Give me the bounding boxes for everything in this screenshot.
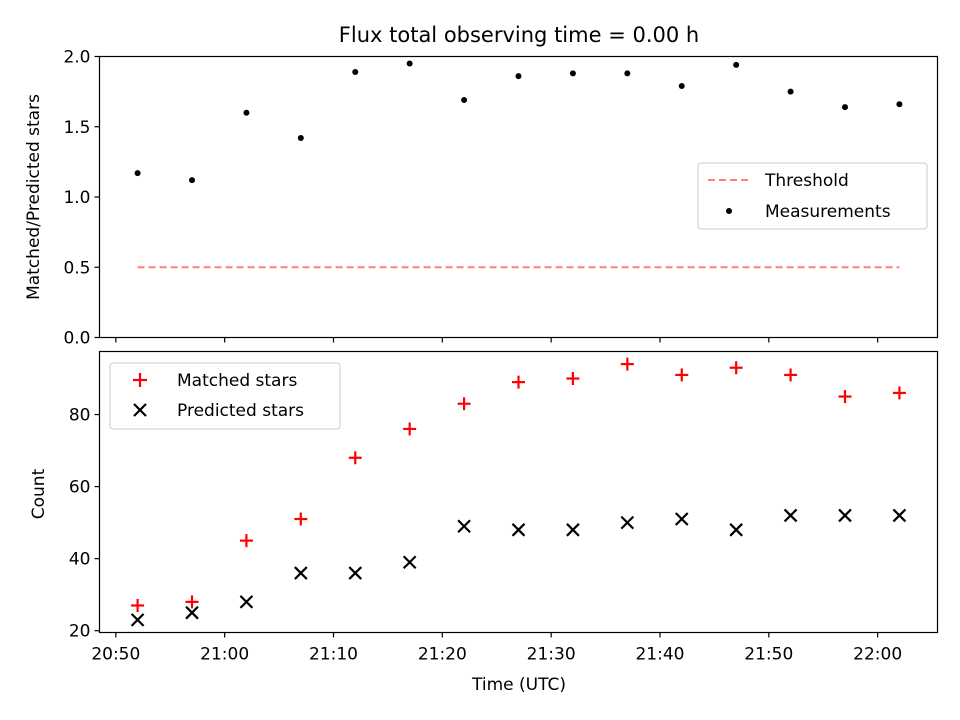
- matched-stars-point: [566, 372, 580, 386]
- x-tick-label: 21:00: [200, 645, 249, 665]
- measurement-point: [406, 60, 413, 67]
- matched-stars-point: [675, 368, 689, 382]
- matched-stars-point: [512, 375, 525, 389]
- matched-stars-legend-label: Matched stars: [177, 371, 297, 391]
- ratio-y-tick-label: 1.5: [63, 118, 90, 138]
- x-tick-label: 21:50: [744, 645, 793, 665]
- x-tick-label: 22:00: [853, 645, 902, 665]
- ratio-plot-area: [134, 60, 903, 269]
- count-legend: Matched stars Predicted stars: [109, 362, 341, 430]
- matched-stars-point: [620, 357, 634, 371]
- measurement-point: [896, 101, 903, 108]
- matched-stars-point: [838, 390, 852, 404]
- matched-stars-point: [348, 451, 362, 465]
- x-tick-label: 20:50: [91, 645, 140, 665]
- ratio-y-tick-label: 1.0: [63, 188, 90, 208]
- matched-stars-point: [239, 534, 253, 548]
- predicted-stars-legend-swatch: [133, 403, 147, 417]
- ratio-y-axis-label: Matched/Predicted stars: [24, 94, 44, 300]
- ratio-panel-frame: [98, 55, 939, 339]
- matched-stars-point: [403, 422, 417, 436]
- x-tick-label: 21:40: [635, 645, 684, 665]
- count-plot-area: [130, 357, 907, 627]
- measurement-point: [243, 109, 250, 116]
- predicted-stars-point: [239, 595, 254, 609]
- measurements-legend-swatch: [726, 208, 732, 214]
- count-panel-frame: [98, 350, 939, 634]
- predicted-stars-point: [620, 515, 635, 530]
- predicted-stars-point: [566, 523, 580, 537]
- measurement-point: [678, 83, 685, 90]
- predicted-stars-point: [783, 508, 798, 523]
- measurement-point: [134, 170, 141, 177]
- predicted-stars-point: [511, 523, 526, 537]
- x-tick-label: 21:20: [418, 645, 467, 665]
- predicted-stars-point: [892, 508, 907, 523]
- predicted-stars-point: [130, 613, 145, 627]
- measurement-point: [624, 70, 631, 77]
- count-y-tick-label: 40: [69, 550, 91, 570]
- matched-stars-point: [729, 361, 743, 375]
- measurement-point: [841, 104, 848, 111]
- measurement-point: [733, 61, 740, 68]
- ratio-legend-box: [697, 162, 928, 230]
- count-panel: 20:50 21:00 21:10 21:20 21:30 21:40 21:50 22:00…: [29, 350, 939, 695]
- count-y-tick-label: 60: [69, 478, 91, 498]
- ratio-y-tick-label: 2.0: [63, 48, 90, 68]
- matched-stars-point: [892, 386, 906, 400]
- measurement-point: [515, 73, 522, 80]
- ratio-y-tick-label: 0.0: [63, 329, 90, 349]
- matched-stars-point: [784, 368, 798, 382]
- count-y-axis-label: Count: [29, 468, 49, 519]
- figure-title: Flux total observing time = 0.00 h: [339, 23, 699, 47]
- ratio-panel: 0.00.51.01.52.0 Matched/Predicted stars …: [24, 48, 939, 349]
- predicted-stars-point: [674, 512, 689, 526]
- matched-stars-point: [185, 595, 199, 609]
- predicted-stars-point: [185, 605, 199, 620]
- predicted-stars-point: [838, 508, 852, 523]
- matched-stars-point: [457, 397, 471, 411]
- x-tick-label: 21:10: [309, 645, 358, 665]
- ratio-y-tick-label: 0.5: [63, 258, 90, 278]
- count-y-tick-label: 20: [69, 622, 91, 642]
- threshold-legend-label: Threshold: [764, 171, 849, 191]
- measurement-point: [461, 97, 468, 104]
- ratio-legend: Threshold Measurements: [697, 162, 928, 230]
- predicted-stars-point: [457, 519, 471, 534]
- ratio-axis-ticks: 0.0 0.5 1.0 1.5 2.0: [63, 48, 879, 349]
- count-legend-box: [109, 362, 341, 430]
- measurement-point: [352, 68, 359, 75]
- predicted-stars-legend-label: Predicted stars: [177, 401, 304, 421]
- x-tick-label: 21:30: [527, 645, 576, 665]
- matched-stars-point: [294, 512, 308, 526]
- predicted-stars-point: [729, 523, 743, 537]
- predicted-stars-point: [348, 566, 363, 580]
- measurement-point: [787, 88, 794, 95]
- count-axis-ticks: 20:50 21:00 21:10 21:20 21:30 21:40 21:50 22:00…: [69, 406, 902, 665]
- x-axis-label: Time (UTC): [471, 675, 566, 695]
- matched-stars-legend-swatch: [133, 373, 147, 387]
- predicted-stars-point: [294, 566, 308, 580]
- measurements-legend-label: Measurements: [765, 202, 891, 222]
- measurement-point: [297, 134, 304, 141]
- measurement-point: [569, 70, 576, 77]
- count-y-tick-label: 80: [69, 406, 91, 426]
- measurement-point: [189, 177, 196, 184]
- matched-stars-point: [131, 598, 145, 612]
- predicted-stars-point: [402, 555, 417, 570]
